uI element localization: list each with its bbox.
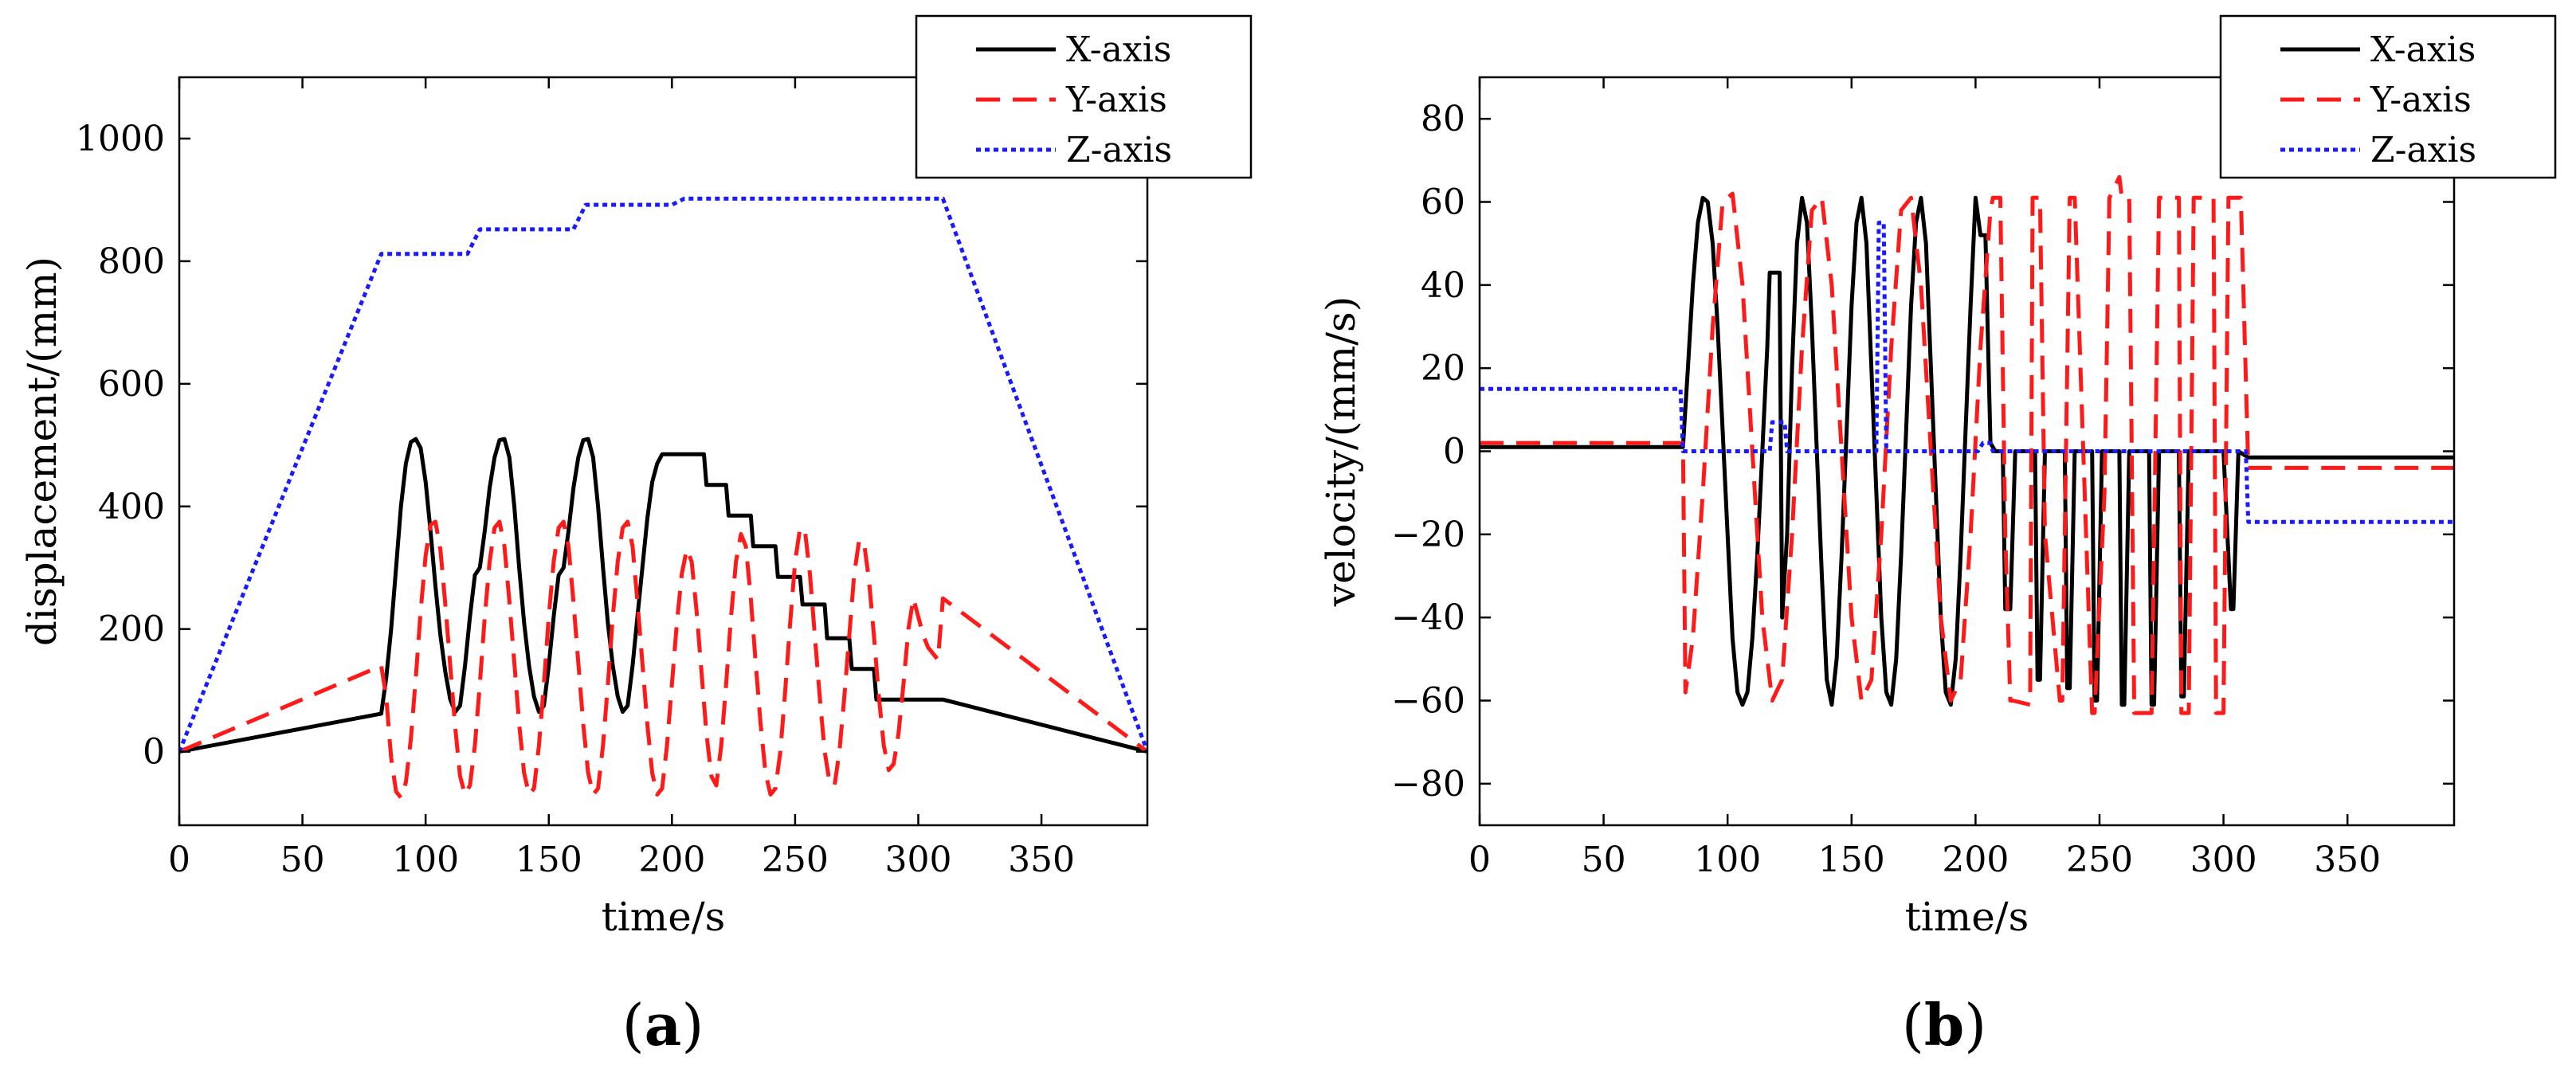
- y-tick-label: −40: [1391, 597, 1465, 638]
- legend-label: X-axis: [2370, 29, 2476, 70]
- legend-box: [915, 14, 1253, 179]
- panel-label: (a): [622, 991, 704, 1059]
- x-tick-label: 250: [2066, 840, 2133, 880]
- y-tick-label: 1000: [76, 119, 165, 159]
- series-line-x-axis: [179, 437, 1147, 754]
- x-tick-label: 300: [884, 840, 951, 880]
- legend-box: [2219, 14, 2557, 179]
- series-group: [179, 196, 1147, 800]
- y-tick-label: 400: [98, 487, 165, 527]
- x-axis-title: time/s: [602, 894, 726, 940]
- x-tick-label: 50: [280, 840, 325, 880]
- plot-area: [179, 77, 1147, 825]
- y-tick-label: −80: [1391, 764, 1465, 805]
- y-tick-label: 800: [98, 241, 165, 282]
- series-line-z-axis: [1480, 221, 2454, 524]
- panel-label-open: (: [1902, 992, 1924, 1059]
- y-tick-label: 80: [1421, 99, 1465, 139]
- y-axis-title: velocity/(mm/s): [1318, 296, 1364, 607]
- panel-label-letter: b: [1924, 991, 1964, 1059]
- panel-label-close: ): [1964, 992, 1986, 1059]
- legend-label: Z-axis: [2370, 130, 2476, 170]
- axes-frame: [178, 76, 1149, 827]
- legend-label: Z-axis: [1066, 130, 1172, 170]
- legend-label: Y-axis: [1065, 80, 1167, 120]
- x-tick-label: 200: [1942, 840, 2009, 880]
- series-line-z-axis: [179, 196, 1147, 753]
- x-tick-label: 0: [168, 840, 190, 880]
- series-line-x-axis: [1480, 195, 2454, 707]
- y-tick-label: −20: [1391, 515, 1465, 555]
- panel-label-open: (: [622, 992, 645, 1059]
- y-tick-label: −60: [1391, 681, 1465, 722]
- legend: X-axis Y-axis Z-axis: [915, 14, 1253, 179]
- series-line-y-axis: [1480, 174, 2454, 715]
- chart-panel-b: 0 50 100 150 200 250 300 350 −80 −60 −40 −20 0 20 40 60…: [1318, 14, 2557, 1059]
- x-tick-label: 150: [516, 840, 582, 880]
- series-group: [1480, 174, 2454, 715]
- y-tick-label: 40: [1421, 265, 1465, 306]
- y-tick-label: 0: [1443, 432, 1465, 472]
- y-tick-label: 60: [1421, 182, 1465, 223]
- y-tick-label: 600: [98, 364, 165, 405]
- legend: X-axis Y-axis Z-axis: [2219, 14, 2557, 179]
- x-tick-label: 100: [1694, 840, 1761, 880]
- x-tick-label: 150: [1818, 840, 1885, 880]
- y-tick-label: 20: [1421, 348, 1465, 389]
- panel-label-letter: a: [645, 991, 682, 1059]
- x-tick-label: 100: [392, 840, 459, 880]
- x-tick-label: 250: [762, 840, 829, 880]
- legend-label: X-axis: [1066, 29, 1171, 70]
- y-tick-label: 200: [98, 609, 165, 650]
- chart-panel-a: 0 50 100 150 200 250 300 350 0 200 400 600 800 1000 ti…: [19, 14, 1253, 1059]
- y-axis-title: displacement/(mm): [19, 256, 65, 646]
- legend-label: Y-axis: [2370, 80, 2472, 120]
- x-tick-label: 350: [2314, 840, 2381, 880]
- x-tick-label: 200: [638, 840, 705, 880]
- x-tick-label: 350: [1008, 840, 1075, 880]
- x-axis-title: time/s: [1905, 894, 2029, 940]
- series-line-y-axis: [179, 519, 1147, 800]
- x-tick-label: 50: [1582, 840, 1626, 880]
- panel-label: (b): [1902, 991, 1987, 1059]
- x-tick-label: 0: [1468, 840, 1491, 880]
- y-tick-label: 0: [143, 732, 165, 773]
- panel-label-close: ): [681, 992, 704, 1059]
- x-tick-label: 300: [2190, 840, 2257, 880]
